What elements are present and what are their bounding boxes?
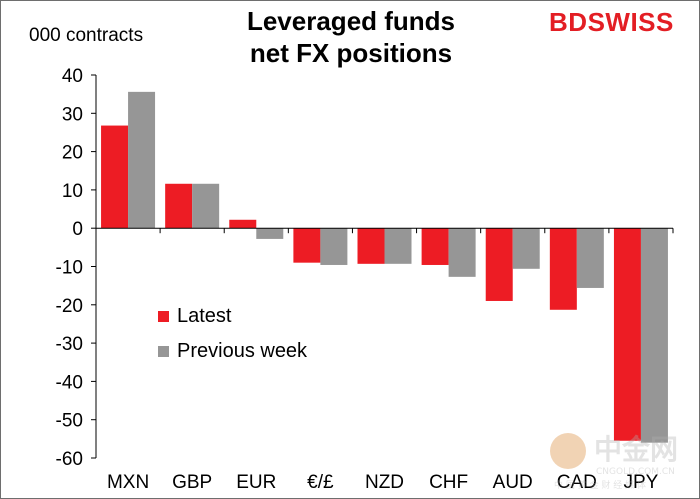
bar-previous-mxn — [128, 91, 156, 229]
brand-logo-swiss: SWISS — [587, 7, 674, 37]
bar-latest-gbp — [165, 183, 193, 229]
legend-label-latest: Latest — [177, 305, 232, 327]
bar-latest-mxn — [101, 125, 129, 229]
bar-latest-aud — [485, 228, 513, 301]
title-line-1: Leveraged funds — [246, 6, 456, 36]
x-category-label: NZD — [365, 472, 404, 493]
bar-latest-nzd — [357, 228, 385, 264]
legend-item-previous: Previous week — [158, 340, 307, 363]
y-axis-unit-label: 000 contracts — [29, 25, 144, 46]
x-category-label: CHF — [429, 472, 468, 493]
x-category-label: JPY — [624, 472, 659, 493]
bar-latest-chf — [421, 228, 449, 265]
watermark-flame-icon — [550, 433, 586, 469]
y-tick-label: -60 — [56, 449, 83, 470]
y-tick-label: 20 — [62, 143, 83, 164]
bar-latest-xxx — [293, 228, 321, 263]
bar-previous-gbp — [192, 183, 220, 229]
x-category-label: €/£ — [307, 472, 334, 493]
bar-previous-aud — [512, 228, 540, 269]
bar-previous-xxx — [320, 228, 348, 265]
watermark-logo: 中金网 CNGOLD.COM.CN 中 国 黄 金 财 经 媒 体 — [550, 433, 678, 491]
legend-item-latest: Latest — [158, 305, 231, 328]
x-category-label: CAD — [557, 472, 597, 493]
title-line-2: net FX positions — [249, 38, 453, 68]
x-category-label: EUR — [236, 472, 276, 493]
x-category-label: MXN — [107, 472, 149, 493]
legend-swatch-previous — [158, 346, 169, 357]
watermark-tag-text: 中 国 黄 金 财 经 媒 体 — [554, 479, 646, 491]
bar-latest-jpy — [613, 228, 641, 441]
bar-previous-jpy — [640, 228, 668, 443]
bar-previous-chf — [448, 228, 476, 277]
brand-logo-bd: BD — [549, 7, 588, 37]
y-tick-label: -20 — [56, 296, 83, 317]
y-tick-label: -30 — [56, 334, 83, 355]
bar-latest-cad — [549, 228, 577, 310]
brand-logo: BDSWISS — [549, 7, 674, 38]
bar-previous-eur — [256, 228, 284, 239]
bar-previous-cad — [576, 228, 604, 288]
legend-swatch-latest — [158, 311, 169, 322]
y-tick-label: 30 — [62, 104, 83, 125]
bar-previous-nzd — [384, 228, 412, 264]
watermark-sub-text: CNGOLD.COM.CN — [596, 467, 675, 477]
x-category-label: AUD — [493, 472, 533, 493]
watermark-main-text: 中金网 — [594, 433, 678, 466]
legend-label-previous: Previous week — [177, 340, 308, 362]
bar-latest-eur — [229, 219, 257, 229]
y-tick-label: -10 — [56, 258, 83, 279]
y-tick-label: 40 — [62, 66, 83, 87]
y-tick-label: 0 — [72, 219, 83, 240]
watermark: 中金网 CNGOLD.COM.CN 中 国 黄 金 财 经 媒 体 — [546, 426, 696, 496]
y-tick-label: 10 — [62, 181, 83, 202]
chart-title: Leveraged funds net FX positions — [201, 5, 501, 69]
x-category-label: GBP — [172, 472, 212, 493]
y-tick-label: -40 — [56, 372, 83, 393]
y-tick-label: -50 — [56, 411, 83, 432]
